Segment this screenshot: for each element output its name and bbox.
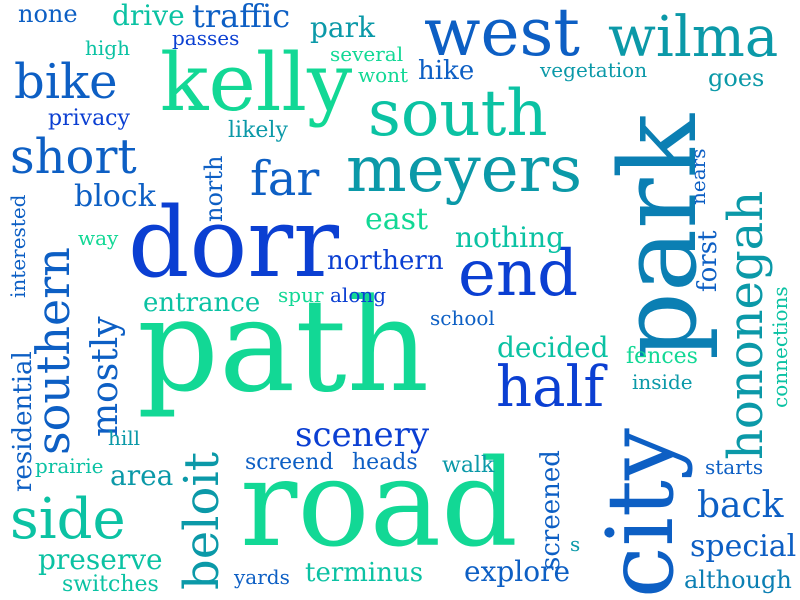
word-west: west	[424, 0, 580, 71]
word-fences: fences	[626, 344, 698, 369]
word-bike: bike	[14, 54, 118, 110]
word-nothing: nothing	[455, 221, 565, 254]
word-several: several	[330, 42, 404, 66]
word-heads: heads	[352, 450, 418, 475]
word-switches: switches	[62, 572, 159, 597]
word-goes: goes	[708, 64, 765, 92]
word-beloit: beloit	[174, 451, 230, 590]
word-nears: nears	[686, 148, 710, 205]
word-none: none	[18, 0, 78, 28]
word-mostly: mostly	[85, 316, 126, 437]
word-hononeg: hononegah	[718, 190, 774, 460]
word-side: side	[10, 487, 126, 552]
word-s: s	[570, 532, 581, 556]
word-special: special	[690, 529, 797, 564]
word-traffic: traffic	[192, 0, 291, 35]
word-forst: forst	[693, 230, 723, 293]
word-walk: walk	[442, 453, 495, 478]
word-screened: screened	[536, 450, 566, 570]
word-dorr: dorr	[128, 187, 340, 299]
word-path: path	[137, 272, 430, 421]
word-north: north	[200, 155, 228, 222]
word-wilma: wilma	[608, 5, 779, 70]
word-screend: screend	[245, 450, 334, 475]
word-far: far	[250, 151, 320, 207]
word-starts: starts	[705, 455, 764, 479]
word-inside: inside	[632, 370, 693, 394]
word-terminus: terminus	[305, 558, 424, 588]
word-half: half	[496, 355, 605, 420]
word-scenery: scenery	[295, 415, 430, 455]
word-school: school	[430, 306, 495, 330]
word-hike: hike	[418, 56, 475, 86]
word-interested: interested	[6, 194, 30, 299]
word-meyers: meyers	[346, 133, 583, 207]
word-vegetation: vegetation	[540, 58, 648, 82]
word-east: east	[365, 202, 429, 237]
word-drive: drive	[112, 0, 185, 32]
word-high: high	[85, 36, 130, 60]
word-area: area	[110, 459, 174, 492]
word-prairie: prairie	[35, 454, 104, 478]
word-privacy: privacy	[48, 106, 130, 131]
word-explore: explore	[464, 555, 571, 588]
word-likely: likely	[228, 118, 288, 143]
word-wont: wont	[358, 63, 409, 87]
word-entrance: entrance	[143, 288, 261, 318]
word-park-small: park	[310, 11, 375, 44]
word-along: along	[330, 283, 387, 307]
word-way: way	[78, 226, 119, 250]
word-road: road	[240, 435, 518, 574]
word-back: back	[697, 485, 784, 526]
word-although: although	[684, 566, 792, 594]
word-passes: passes	[172, 26, 240, 50]
word-northern: northern	[327, 246, 444, 276]
word-short: short	[10, 129, 137, 185]
word-preserve: preserve	[38, 543, 163, 576]
word-connections: connections	[768, 286, 792, 408]
word-decided: decided	[497, 331, 609, 364]
word-block: block	[74, 179, 156, 214]
word-spur: spur	[278, 283, 324, 307]
word-kelly: kelly	[160, 36, 353, 129]
word-city: city	[587, 428, 694, 598]
word-end: end	[458, 237, 579, 311]
word-south: south	[368, 77, 548, 151]
word-yards: yards	[234, 565, 290, 589]
word-hill: hill	[108, 426, 141, 450]
word-residential: residential	[8, 351, 38, 492]
